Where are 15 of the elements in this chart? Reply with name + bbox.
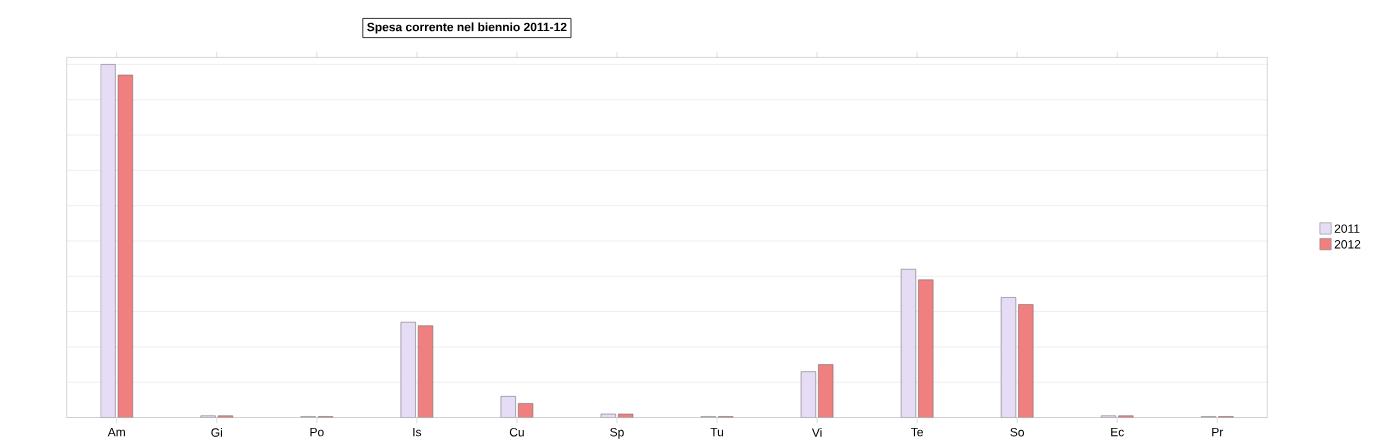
x-tick-label: Is [413, 427, 422, 437]
x-tick-label: Te [911, 427, 923, 437]
x-tick-label: So [1010, 427, 1025, 437]
x-tick-label: Cu [509, 427, 524, 437]
x-tick-label: Po [310, 427, 324, 437]
x-tick-label: Am [107, 427, 125, 437]
x-tick-label: Gi [211, 427, 222, 437]
x-tick-label: Pr [1212, 427, 1224, 437]
x-tick-label: Ec [1111, 427, 1124, 437]
x-tick-label: Tu [710, 427, 724, 437]
legend-label: 2012 [1334, 240, 1361, 249]
x-tick-label: Sp [610, 427, 624, 439]
chart-title: Spesa corrente nel biennio 2011-12 [367, 22, 567, 34]
legend-label: 2011 [1334, 224, 1360, 233]
x-tick-label: Vi [811, 427, 822, 437]
